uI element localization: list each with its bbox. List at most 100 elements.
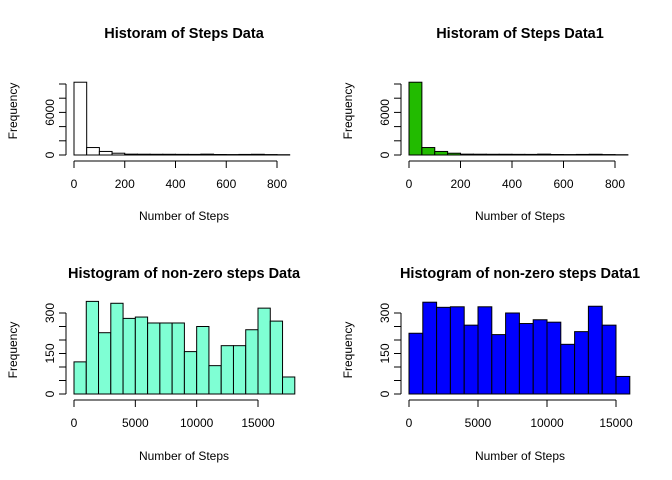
histogram-bar [472, 153, 487, 156]
histogram-bar [537, 153, 552, 156]
x-tick-label: 15000 [599, 416, 633, 430]
histogram-bar [546, 321, 562, 395]
histogram-bar [505, 312, 520, 395]
histogram-bar [238, 153, 253, 156]
x-axis-label: Number of Steps [139, 209, 229, 223]
histogram-panel-4: 0 5000 10000 15000 0 150 300 Histogram of non-z… [341, 266, 640, 463]
y-axis-label: Frequency [6, 83, 20, 140]
histogram-bar [587, 305, 603, 395]
histogram-bar [162, 153, 176, 156]
histogram-bar [436, 306, 451, 395]
histogram-bar [588, 153, 603, 156]
chart-title: Histogram of non-zero steps Data [68, 266, 301, 282]
y-axis-label: Frequency [341, 83, 355, 140]
histogram-bar [213, 154, 227, 156]
y-tick-label: 0 [43, 390, 57, 397]
histogram-bar [434, 150, 449, 156]
histogram-bar [86, 147, 100, 156]
histogram-bar [73, 361, 87, 395]
histogram-bar [408, 332, 424, 395]
histogram-bar [524, 153, 539, 156]
y-axis-label: Frequency [6, 322, 20, 379]
histogram-bar [134, 316, 149, 395]
y-tick-label: 300 [378, 303, 392, 323]
y-tick-label: 0 [378, 151, 392, 158]
histogram-bar [477, 306, 493, 395]
x-axis-label: Number of Steps [475, 209, 565, 223]
histogram-bar [183, 351, 198, 395]
histogram-bar [422, 301, 438, 395]
x-axis-label: Number of Steps [139, 449, 229, 463]
histogram-panel-1: 0 200 400 600 800 0 6000 Historam of Steps Data… [6, 26, 291, 223]
histogram-bar [518, 323, 534, 395]
x-tick-label: 0 [406, 177, 413, 191]
histogram-bar [196, 326, 210, 395]
histogram-bar [421, 147, 436, 156]
x-tick-label: 400 [502, 177, 522, 191]
y-tick-label: 6000 [378, 99, 392, 126]
x-tick-label: 5000 [122, 416, 149, 430]
histogram-bar [122, 317, 136, 395]
histogram-bar [245, 329, 259, 395]
histogram-bar [220, 345, 234, 395]
x-tick-label: 200 [115, 177, 135, 191]
histogram-bar [136, 153, 151, 156]
histogram-bar [111, 152, 126, 156]
x-tick-label: 15000 [241, 416, 275, 430]
y-tick-label: 0 [378, 390, 392, 397]
x-tick-label: 10000 [180, 416, 214, 430]
histogram-bar [124, 153, 138, 156]
histogram-bar [460, 153, 474, 156]
chart-title: Historam of Steps Data [104, 26, 264, 42]
x-tick-label: 800 [267, 177, 287, 191]
x-tick-label: 600 [216, 177, 236, 191]
histogram-bar [175, 153, 189, 156]
histogram-bar [187, 153, 202, 156]
histogram-bar [269, 320, 284, 395]
x-axis-label: Number of Steps [475, 449, 565, 463]
histogram-bar [449, 306, 465, 395]
histogram-bar [575, 153, 590, 156]
x-tick-label: 0 [406, 416, 413, 430]
histogram-bar [147, 322, 161, 395]
histogram-bar [485, 153, 500, 156]
y-tick-label: 150 [43, 343, 57, 363]
histogram-bar [408, 81, 423, 156]
x-tick-label: 0 [71, 177, 78, 191]
histogram-bar [282, 376, 296, 395]
histogram-bar [98, 332, 112, 395]
histogram-bar [200, 153, 215, 156]
histogram-bar [232, 345, 247, 395]
histogram-bar [149, 153, 164, 156]
histogram-bar [447, 152, 462, 156]
chart-title: Histogram of non-zero steps Data1 [400, 266, 640, 282]
x-tick-label: 10000 [530, 416, 564, 430]
histogram-bar [257, 307, 271, 395]
histogram-panel-2: 0 200 400 600 800 0 6000 Historam of Steps Data… [341, 26, 629, 223]
histogram-bar [98, 150, 113, 156]
histogram-bar [110, 302, 124, 395]
x-tick-label: 400 [165, 177, 185, 191]
histogram-bar [491, 334, 507, 395]
chart-title: Historam of Steps Data1 [436, 26, 604, 42]
histogram-bar [615, 375, 631, 395]
histogram-bar [550, 154, 565, 156]
histogram-bar [159, 322, 173, 395]
x-tick-label: 200 [450, 177, 470, 191]
x-tick-label: 600 [553, 177, 573, 191]
histogram-bar [574, 331, 589, 395]
histogram-bar [498, 153, 513, 156]
histogram-bar [85, 300, 100, 395]
histogram-bar [601, 324, 617, 395]
histogram-bar [251, 153, 265, 156]
y-axis-label: Frequency [341, 322, 355, 379]
histogram-bar [532, 319, 548, 395]
histogram-bar [171, 322, 185, 395]
histogram-panel-3: 0 5000 10000 15000 0 150 300 Histogram of non-z… [6, 266, 301, 463]
histogram-bar [73, 81, 88, 156]
y-tick-label: 0 [43, 151, 57, 158]
histogram-bar [463, 324, 479, 395]
histogram-bar [208, 365, 222, 395]
histogram-bar [511, 153, 526, 156]
